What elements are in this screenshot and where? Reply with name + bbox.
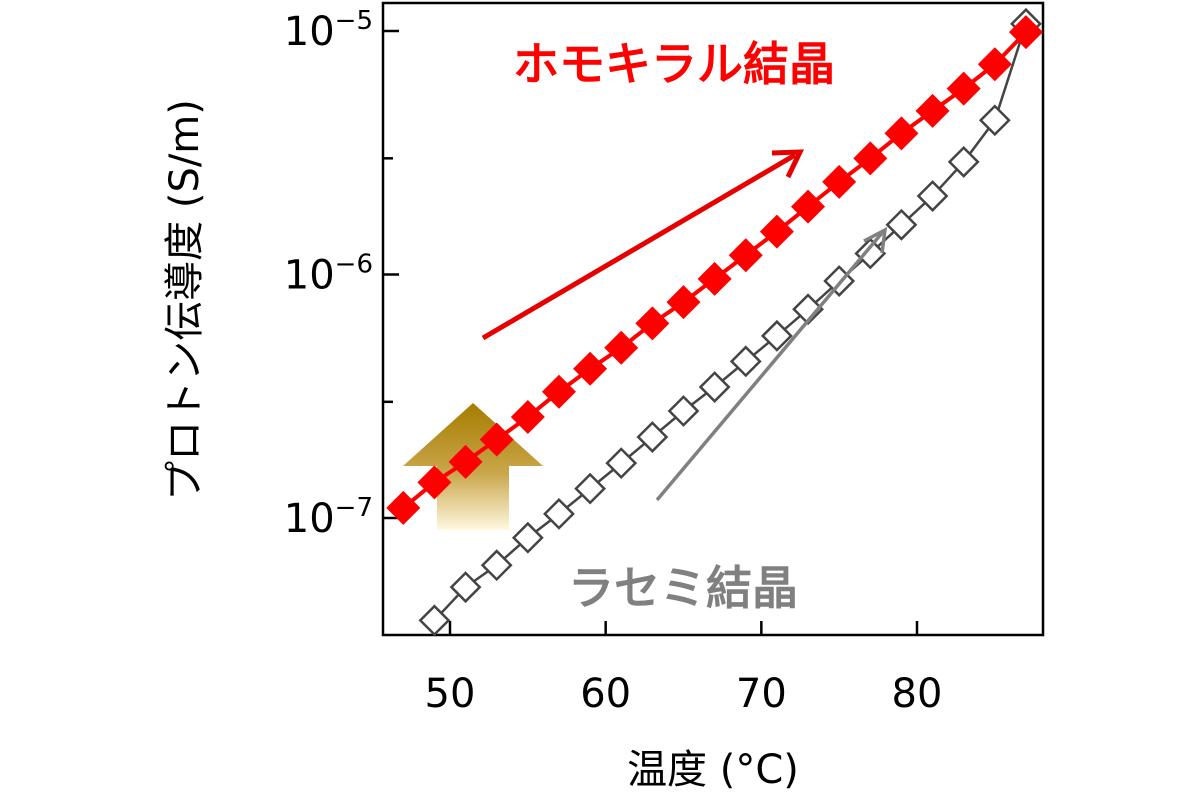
- homochiral-point: [977, 47, 1012, 82]
- plot-frame: [381, 1, 1045, 637]
- racemic-point: [449, 571, 482, 604]
- racemic-series-label: ラセミ結晶: [568, 561, 798, 615]
- y-axis: 10−7 10−6 10−5: [284, 6, 399, 542]
- homochiral-point: [510, 399, 545, 434]
- racemic-point: [543, 497, 575, 530]
- racemic-point: [418, 604, 451, 637]
- homochiral-point: [791, 189, 826, 224]
- homochiral-point: [635, 306, 670, 341]
- y-tick-label: 10−5: [284, 6, 373, 55]
- x-axis-title: 温度 (°C): [627, 747, 799, 793]
- racemic-point: [698, 371, 731, 403]
- racemic-point: [760, 319, 793, 352]
- homochiral-point: [541, 374, 576, 409]
- racemic-point: [511, 521, 544, 554]
- racemic-point: [947, 145, 980, 178]
- racemic-trend-arrow: [655, 226, 888, 502]
- homochiral-point: [759, 214, 794, 249]
- racemic-point: [854, 237, 887, 270]
- homochiral-point: [884, 116, 919, 151]
- homochiral-point: [697, 261, 732, 296]
- x-axis: 50 60 70 80: [425, 621, 943, 717]
- x-tick-label: 60: [580, 671, 631, 717]
- homochiral-series-label: ホモキラル結晶: [513, 37, 835, 91]
- homochiral-point: [386, 490, 421, 525]
- homochiral-point: [728, 238, 763, 273]
- homochiral-series: [386, 15, 1043, 525]
- homochiral-point: [915, 93, 950, 128]
- x-tick-label: 50: [425, 671, 476, 717]
- racemic-point: [978, 104, 1011, 137]
- homochiral-point: [946, 71, 981, 106]
- racemic-point: [636, 421, 669, 453]
- racemic-point: [480, 549, 513, 582]
- racemic-point: [885, 208, 918, 241]
- homochiral-point: [822, 164, 857, 199]
- y-tick-label: 10−6: [284, 250, 373, 299]
- homochiral-point: [604, 330, 639, 365]
- y-tick-label: 10−7: [284, 493, 373, 542]
- racemic-series: [418, 7, 1042, 637]
- x-tick-label: 80: [892, 671, 943, 717]
- x-tick-label: 70: [736, 671, 787, 717]
- racemic-point: [916, 180, 949, 212]
- racemic-point: [792, 293, 824, 326]
- homochiral-point: [573, 351, 608, 386]
- homochiral-point: [853, 141, 888, 176]
- racemic-point: [729, 345, 762, 378]
- homochiral-point: [666, 285, 701, 320]
- homochiral-point: [1008, 15, 1043, 50]
- y-axis-title: プロトン伝導度 (S/m): [162, 99, 208, 501]
- homochiral-point: [417, 465, 452, 500]
- homochiral-trend-arrow: [481, 149, 805, 341]
- racemic-point: [574, 472, 607, 505]
- racemic-point: [667, 395, 700, 427]
- homochiral-point: [479, 422, 514, 457]
- racemic-point: [605, 447, 638, 480]
- homochiral-point: [448, 444, 483, 479]
